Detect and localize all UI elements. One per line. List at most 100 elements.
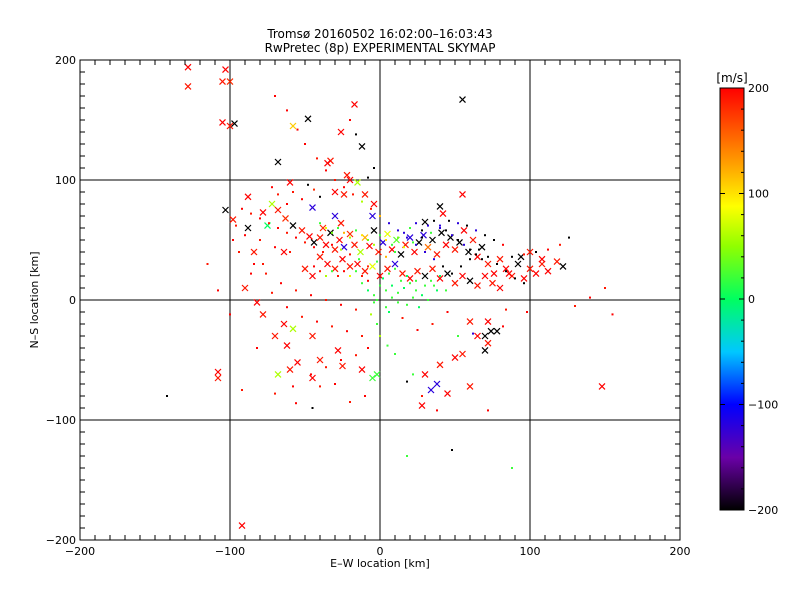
data-point-x (514, 260, 522, 268)
data-point-dot (286, 306, 288, 309)
data-point-x (481, 332, 489, 340)
data-point-dot (286, 109, 288, 112)
data-point-dot (475, 253, 477, 256)
data-point-dot (349, 401, 351, 403)
data-point-dot (349, 119, 351, 121)
data-point-x (433, 250, 441, 258)
data-point-dot (352, 193, 354, 196)
data-point-x (310, 238, 318, 246)
data-point-x (484, 339, 492, 347)
data-point-x (421, 218, 429, 226)
data-point-x (339, 362, 346, 370)
data-point-x (337, 219, 345, 227)
data-point-dot (325, 227, 327, 229)
data-point-dot (427, 299, 429, 301)
data-point-x (474, 332, 481, 340)
chart-title-line-1: Tromsø 20160502 16:02:00–16:03:43 (266, 27, 492, 41)
data-point-dot (319, 222, 321, 225)
data-point-dot (250, 272, 252, 275)
data-point-dot (611, 313, 614, 316)
data-point-dot (311, 407, 314, 409)
data-point-dot (340, 303, 342, 306)
data-point-x (226, 122, 234, 130)
data-point-dot (442, 265, 444, 268)
data-point-x (370, 200, 378, 208)
data-point-dot (217, 289, 219, 292)
data-point-x (429, 265, 436, 273)
data-point-x (354, 178, 361, 186)
data-point-dot (295, 402, 297, 405)
data-point-dot (244, 234, 246, 237)
data-point-dot (475, 229, 477, 232)
data-point-dot (250, 212, 252, 215)
data-point-x (324, 159, 331, 167)
data-point-dot (325, 169, 327, 172)
data-point-dot (457, 335, 459, 337)
data-point-dot (379, 215, 381, 217)
data-point-x (357, 248, 364, 256)
data-point-dot (343, 231, 345, 234)
data-point-dot (424, 251, 426, 253)
data-point-dot (469, 248, 471, 251)
data-point-dot (259, 217, 261, 220)
data-point-dot (466, 224, 468, 227)
data-point-dot (433, 219, 435, 222)
data-point-x (351, 100, 358, 108)
data-point-dot (292, 191, 294, 193)
data-point-dot (268, 222, 270, 225)
data-point-x (496, 255, 504, 263)
data-point-x (298, 226, 306, 234)
data-point-dot (421, 294, 423, 297)
plot-grid (80, 60, 680, 540)
colorbar-label: [m/s] (716, 71, 747, 85)
data-point-x (336, 236, 343, 244)
data-point-dot (379, 335, 381, 337)
data-point-dot (502, 325, 504, 328)
data-point-dot (385, 255, 387, 258)
data-point-dot (568, 236, 570, 239)
y-tick-label: 200 (55, 54, 76, 67)
data-point-dot (304, 241, 306, 244)
data-point-dot (367, 279, 369, 282)
data-point-dot (256, 347, 258, 349)
data-point-dot (439, 227, 441, 229)
data-point-x (214, 368, 222, 376)
data-point-dot (416, 329, 419, 331)
data-point-x (369, 212, 376, 220)
data-point-x (214, 374, 222, 382)
data-point-x (459, 96, 466, 104)
data-point-x (406, 234, 414, 242)
data-point-dot (286, 203, 288, 205)
data-point-dot (386, 344, 389, 347)
data-point-x (361, 190, 369, 198)
data-point-dot (394, 353, 396, 355)
data-point-dot (433, 284, 435, 287)
data-point-dot (373, 301, 375, 304)
data-point-x (289, 122, 297, 130)
data-point-dot (361, 282, 363, 285)
data-point-x (274, 158, 282, 166)
data-point-x (526, 265, 534, 273)
data-point-dot (478, 248, 480, 251)
data-point-x (358, 366, 366, 374)
data-point-dot (349, 275, 351, 277)
data-point-dot (505, 308, 507, 311)
data-point-x (283, 342, 291, 350)
data-point-x (439, 210, 447, 218)
data-points (166, 63, 614, 530)
colorbar-tick-label: −200 (748, 504, 778, 517)
data-point-x (484, 260, 492, 268)
data-point-dot (313, 246, 315, 249)
data-point-dot (526, 311, 528, 313)
data-point-dot (496, 263, 498, 265)
data-point-dot (319, 385, 321, 388)
data-point-x (451, 279, 459, 287)
data-point-dot (460, 265, 462, 268)
data-point-dot (415, 279, 417, 282)
data-point-x (489, 279, 496, 287)
data-point-dot (325, 366, 327, 369)
data-point-dot (310, 294, 312, 297)
data-point-dot (277, 193, 279, 196)
data-point-dot (391, 284, 393, 287)
